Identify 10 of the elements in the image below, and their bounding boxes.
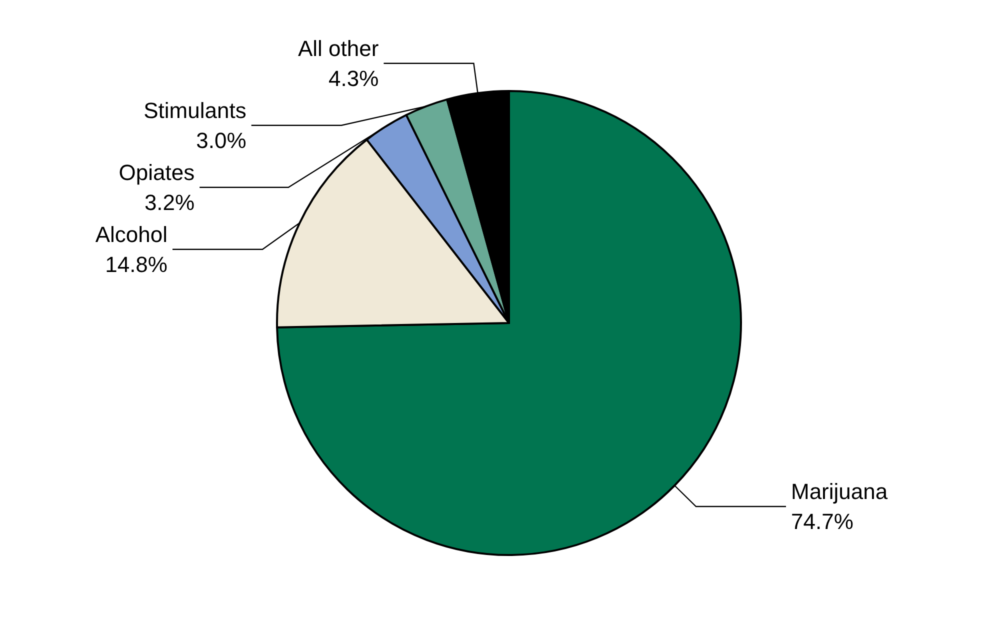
data-label: 4.3% xyxy=(328,66,379,91)
slice-label: Marijuana xyxy=(791,479,888,504)
slice-label: All other xyxy=(298,36,379,61)
slice-label: Opiates xyxy=(118,160,195,185)
data-label: 3.2% xyxy=(144,190,195,215)
slice-label: Alcohol xyxy=(95,222,168,247)
data-label: 74.7% xyxy=(791,509,854,534)
data-label: 3.0% xyxy=(196,128,246,153)
slice-label: Stimulants xyxy=(144,98,246,123)
data-label: 14.8% xyxy=(105,252,168,277)
